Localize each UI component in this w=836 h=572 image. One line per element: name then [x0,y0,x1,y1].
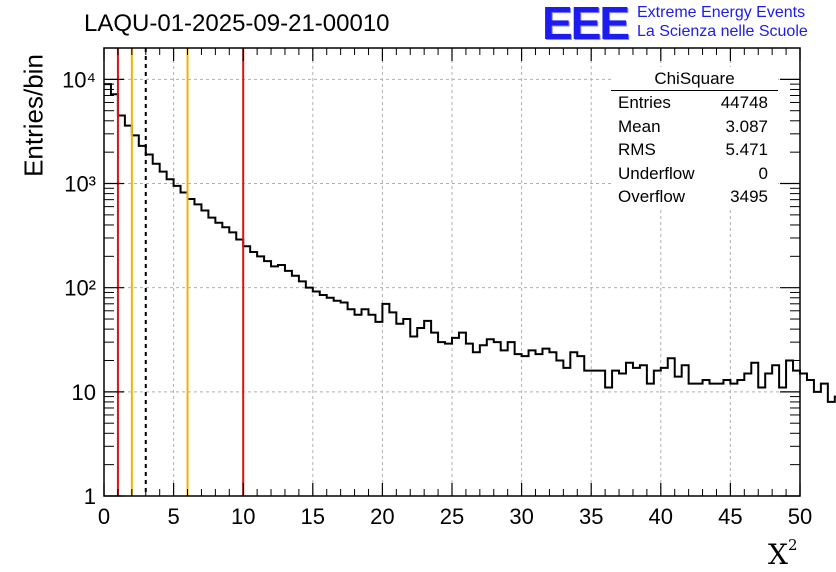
x-tick-label: 10 [231,504,255,529]
eee-logo: EEE Extreme Energy Events La Scienza nel… [542,0,836,49]
y-tick-label: 1 [84,484,96,509]
stats-label: Underflow [618,163,695,183]
x-tick-label: 15 [301,504,325,529]
stats-row: Entries 44748 [611,91,778,115]
chart-title: LAQU-01-2025-09-21-00010 [84,10,390,37]
stats-value: 5.471 [725,140,768,159]
stats-label: Entries [618,93,671,112]
stats-value: 0 [758,163,768,183]
x-tick-label: 35 [579,504,603,529]
stats-box: ChiSquare Entries 44748 Mean 3.087 RMS 5.47… [611,67,778,207]
logo-line-2: La Scienza nelle Scuole [637,23,808,40]
stats-row: RMS 5.471 [611,138,778,162]
x-axis-label-superscript: 2 [787,536,798,554]
stats-row: Mean 3.087 [611,115,778,139]
stats-row: Overflow 3495 [611,185,778,209]
y-tick-label: 10 [72,380,96,405]
x-tick-label: 45 [718,504,742,529]
logo-mark: EEE [542,0,630,49]
x-tick-label: 25 [440,504,464,529]
stats-label: RMS [618,140,656,159]
y-tick-label: 10² [64,276,96,301]
x-tick-label: 50 [788,504,812,529]
stats-label: Mean [618,116,661,136]
y-tick-label: 10⁴ [62,67,96,92]
stats-row: Underflow 0 [611,162,778,186]
stats-value: 3495 [730,187,768,206]
x-axis-label: X2 [768,536,797,571]
x-tick-label: 30 [509,504,533,529]
stats-value: 44748 [720,93,768,112]
logo-line-1: Extreme Energy Events [637,4,806,21]
x-axis-label-text: X [768,538,788,571]
x-tick-label: 5 [167,504,179,529]
stats-label: Overflow [618,187,686,206]
y-axis-label: Entries/bin [18,54,49,177]
x-tick-label: 20 [370,504,394,529]
histogram-series [104,83,836,403]
x-tick-label: 0 [98,504,110,529]
y-tick-label: 10³ [64,172,96,197]
stats-title: ChiSquare [611,67,778,91]
stats-value: 3.087 [725,116,768,136]
x-tick-label: 40 [649,504,673,529]
